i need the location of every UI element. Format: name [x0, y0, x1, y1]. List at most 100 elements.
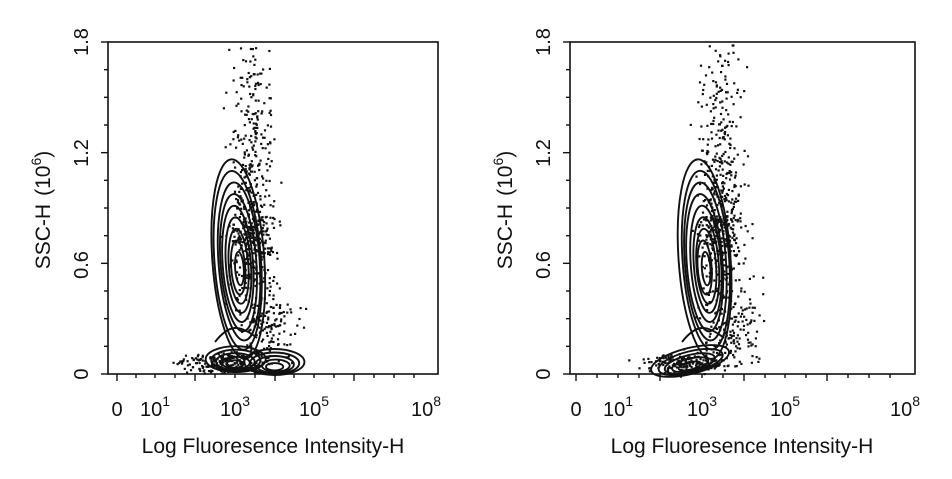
event-dot — [255, 123, 258, 126]
event-dot — [199, 369, 202, 372]
event-dot — [732, 339, 736, 342]
event-dot — [250, 75, 253, 78]
event-dot — [707, 225, 710, 228]
event-dot — [732, 250, 735, 253]
event-dot — [715, 133, 718, 136]
event-dot — [730, 341, 733, 344]
event-dot — [238, 203, 241, 206]
event-dot — [237, 134, 240, 137]
contour-ring — [663, 352, 716, 375]
event-dot — [680, 361, 683, 365]
event-dot — [721, 191, 724, 194]
event-dot — [696, 233, 699, 236]
event-dot — [732, 353, 735, 357]
event-dot — [237, 236, 240, 239]
event-dot — [233, 235, 236, 238]
event-dot — [734, 174, 737, 177]
event-dot — [253, 319, 256, 322]
event-dot — [264, 314, 267, 317]
event-dot — [723, 198, 726, 201]
event-dot — [186, 364, 190, 367]
event-dot — [244, 217, 247, 220]
event-dot — [253, 317, 256, 321]
event-dot — [711, 247, 714, 250]
event-dot — [252, 228, 255, 231]
event-dot — [256, 73, 259, 76]
event-dot — [729, 163, 732, 166]
event-dot — [727, 113, 730, 116]
event-dot — [735, 337, 738, 340]
event-dot — [737, 199, 740, 202]
event-dot — [245, 262, 248, 266]
event-dot — [259, 72, 262, 75]
event-dot — [727, 162, 730, 165]
event-dot — [706, 235, 709, 238]
event-dot — [723, 273, 727, 276]
event-dot — [230, 364, 233, 367]
event-dot — [240, 324, 243, 327]
event-dot — [736, 325, 739, 328]
event-dot — [181, 362, 184, 365]
event-dot — [207, 365, 210, 368]
event-dot — [265, 163, 268, 166]
event-dot — [691, 362, 694, 365]
event-dot — [283, 315, 286, 318]
event-dot — [249, 186, 252, 189]
event-dot — [266, 124, 269, 127]
x-tick-label: 0 — [111, 399, 122, 421]
y-tick-label: 1.8 — [71, 28, 93, 56]
event-dot — [245, 149, 248, 152]
event-dot — [731, 329, 734, 332]
event-dot — [250, 96, 253, 99]
event-dot — [235, 365, 238, 368]
event-dot — [722, 118, 725, 121]
event-dot — [244, 165, 247, 168]
event-dot — [248, 190, 251, 193]
event-dot — [709, 233, 712, 236]
event-dot — [268, 179, 271, 183]
event-dot — [702, 359, 705, 362]
event-dot — [283, 343, 286, 346]
event-dot — [732, 331, 736, 334]
event-dot — [722, 174, 725, 177]
event-dot — [269, 109, 272, 112]
contour-ring — [260, 358, 291, 373]
event-dot — [254, 239, 258, 242]
event-dot — [235, 261, 238, 264]
event-dot — [758, 314, 761, 317]
event-dot — [744, 224, 747, 228]
event-dot — [718, 161, 721, 164]
event-dot — [299, 307, 302, 310]
event-dot — [267, 157, 270, 160]
event-dot — [751, 343, 754, 346]
event-dot — [712, 80, 715, 83]
event-dot — [257, 220, 260, 223]
event-dot — [233, 362, 236, 365]
x-tick-label: 103 — [687, 393, 717, 421]
event-dot — [262, 230, 265, 233]
event-dot — [240, 84, 243, 87]
event-dot — [256, 304, 259, 307]
event-dot — [716, 159, 719, 163]
event-dot — [210, 364, 213, 367]
event-dot — [733, 185, 736, 189]
event-dot — [266, 347, 269, 350]
contour-ring — [204, 345, 267, 374]
event-dot — [260, 133, 263, 136]
y-axis-label-text: SSC-H — [494, 204, 517, 269]
event-dot — [277, 343, 280, 346]
event-dot — [247, 105, 250, 108]
event-dot — [278, 306, 281, 309]
event-dot — [731, 236, 734, 239]
event-dot — [247, 225, 250, 229]
event-dot — [305, 307, 308, 310]
event-dot — [237, 237, 240, 240]
event-dot — [245, 109, 248, 112]
event-dot — [740, 226, 743, 229]
event-dot — [712, 181, 715, 184]
event-dot — [209, 371, 213, 374]
event-dot — [232, 161, 235, 164]
event-dot — [268, 349, 271, 352]
event-dot — [706, 169, 709, 172]
event-dot — [261, 205, 264, 208]
